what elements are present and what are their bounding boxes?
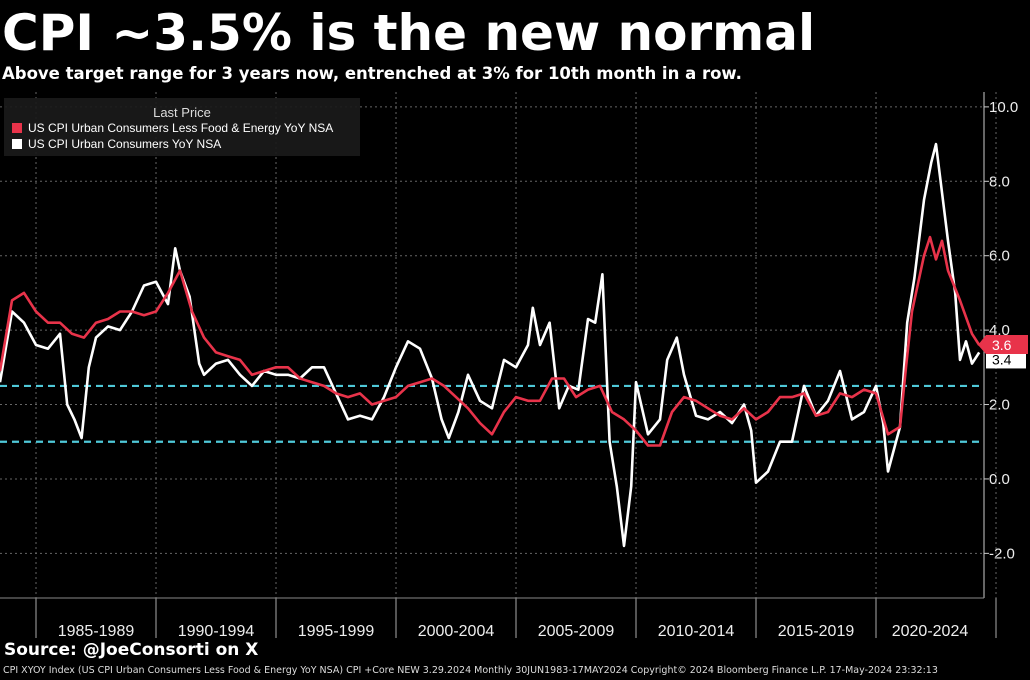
headline-cpi-series-line [0,142,981,548]
core-last-value-box [978,335,1028,354]
source-credit: Source: @JoeConsorti on X [4,640,259,660]
core-last-value: 3.6 [992,337,1012,353]
x-tick-label: 1990-1994 [178,623,255,640]
y-tick-label: 8.0 [989,173,1010,190]
x-tick-label: 2015-2019 [778,623,855,640]
x-tick-label: 2020-2024 [892,623,969,640]
legend-box [4,98,360,156]
headline-last-value: 3.4 [992,351,1012,367]
chart-title: CPI ~3.5% is the new normal [2,4,816,62]
y-tick-label: 2.0 [989,397,1010,414]
y-tick-label: 4.0 [989,322,1010,339]
x-tick-label: 1995-1999 [298,623,375,640]
y-tick-label: -2.0 [989,545,1015,562]
legend-swatch-headline [12,139,22,149]
x-tick-label: 1985-1989 [58,623,135,640]
x-tick-label: 2010-2014 [658,623,735,640]
y-tick-label: 6.0 [989,248,1010,265]
core-cpi-series-line [0,235,981,447]
headline-last-value-box [986,350,1026,369]
legend-entry-core: US CPI Urban Consumers Less Food & Energ… [28,121,333,135]
legend-entry-headline: US CPI Urban Consumers YoY NSA [28,137,221,151]
legend-title: Last Price [153,105,211,120]
bloomberg-footer: CPI XYOY Index (US CPI Urban Consumers L… [3,665,938,676]
x-tick-label: 2000-2004 [418,623,495,640]
x-tick-label: 2005-2009 [538,623,615,640]
y-tick-label: 0.0 [989,471,1010,488]
legend-swatch-core [12,123,22,133]
y-tick-label: 10.0 [989,99,1018,116]
chart-subtitle: Above target range for 3 years now, entr… [2,64,742,83]
